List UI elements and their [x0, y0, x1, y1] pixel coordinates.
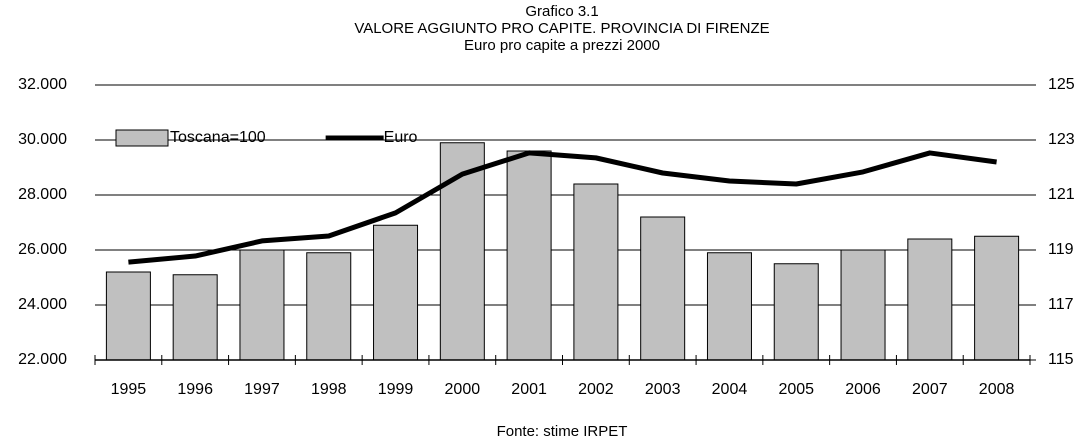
chart-source: Fonte: stime IRPET [497, 423, 628, 439]
x-tick-label: 2006 [845, 381, 881, 398]
legend-label: Euro [384, 129, 418, 146]
bar [439, 142, 485, 361]
y-tick-label: 28.000 [18, 186, 67, 203]
bar [239, 249, 285, 361]
chart-title: Grafico 3.1 [525, 3, 598, 20]
bar [974, 235, 1020, 361]
x-tick-label: 2002 [578, 381, 614, 398]
x-tick-label: 2003 [645, 381, 681, 398]
y2-tick-label: 117 [1048, 296, 1074, 313]
x-tick-label: 2001 [511, 381, 547, 398]
chart-subtitle: Euro pro capite a prezzi 2000 [464, 37, 660, 54]
chart-subtitle: VALORE AGGIUNTO PRO CAPITE. PROVINCIA DI… [354, 20, 769, 37]
y2-tick-label: 115 [1048, 351, 1074, 368]
x-tick-label: 2000 [445, 381, 481, 398]
bar [706, 252, 752, 361]
bar [907, 238, 953, 361]
x-tick-label: 1996 [177, 381, 213, 398]
y-tick-label: 26.000 [18, 241, 67, 258]
x-tick-label: 2008 [979, 381, 1015, 398]
y-tick-label: 32.000 [18, 76, 67, 93]
bar [506, 150, 552, 361]
x-tick-label: 2004 [712, 381, 748, 398]
line [128, 150, 997, 265]
y-tick-label: 30.000 [18, 131, 67, 148]
x-tick-label: 1997 [244, 381, 280, 398]
y2-tick-label: 123 [1048, 131, 1075, 148]
x-tick-label: 1995 [111, 381, 147, 398]
x-tick-label: 2007 [912, 381, 948, 398]
bar [640, 216, 686, 361]
bar [306, 252, 352, 361]
y2-tick-label: 121 [1048, 186, 1075, 203]
legend-swatch [115, 129, 169, 147]
bar [840, 249, 886, 361]
y-tick-label: 22.000 [18, 351, 67, 368]
bar [172, 274, 218, 361]
bar [573, 183, 619, 361]
bar [773, 263, 819, 361]
x-tick-label: 1999 [378, 381, 414, 398]
legend-label: Toscana=100 [170, 129, 266, 146]
y2-tick-label: 125 [1048, 76, 1075, 93]
x-tick-label: 1998 [311, 381, 347, 398]
y2-tick-label: 119 [1048, 241, 1074, 258]
x-tick-label: 2005 [778, 381, 814, 398]
bar [105, 271, 151, 361]
y-tick-label: 24.000 [18, 296, 67, 313]
bar [373, 224, 419, 361]
